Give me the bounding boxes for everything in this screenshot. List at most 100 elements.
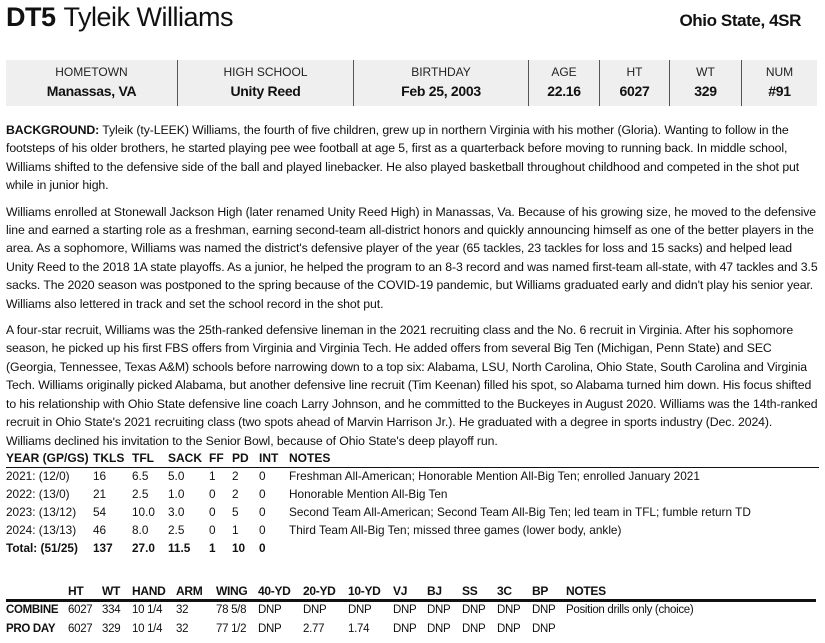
stat-cell: 0 [259, 523, 266, 537]
info-value: Manassas, VA [46, 83, 137, 99]
column-header: BJ [427, 583, 442, 598]
measurement-row: COMBINE 6027 334 10 1/4 32 78 5/8 DNP DNP DNP DNP… [6, 600, 816, 619]
stat-cell: 21 [93, 487, 107, 501]
season-row: 2021: (12/0) 16 6.5 5.0 1 2 0 Freshman All-Amer… [6, 467, 819, 485]
measurement-cell [566, 619, 816, 638]
school-class: Ohio State, 4SR [679, 11, 801, 30]
info-height: HT 6027 [600, 60, 670, 106]
column-header: NOTES [289, 451, 331, 466]
stat-cell: 2 [232, 487, 239, 501]
measurement-cell: DNP [427, 622, 451, 635]
column-header: TKLS [93, 451, 125, 466]
stat-cell: 54 [93, 505, 107, 519]
measurement-cell: DNP [427, 604, 451, 617]
stat-cell: 5 [232, 505, 239, 519]
column-header: TFL [132, 451, 154, 466]
total-cell: 1 [209, 541, 216, 555]
row-label: PRO DAY [6, 622, 56, 635]
total-cell: 10 [232, 541, 246, 555]
measurement-cell: 78 5/8 [216, 604, 247, 617]
info-high-school: HIGH SCHOOL Unity Reed [178, 60, 354, 106]
info-label: HT [626, 65, 643, 79]
stat-cell: 2.5 [168, 523, 185, 537]
info-label: HIGH SCHOOL [223, 65, 308, 79]
total-cell: 11.5 [168, 541, 191, 555]
measurement-cell: 2.77 [303, 622, 325, 635]
info-value: Unity Reed [230, 83, 301, 99]
measurement-cell: 32 [176, 604, 189, 617]
season-row: 2022: (13/0) 21 2.5 1.0 0 2 0 Honorable Mention… [6, 485, 819, 503]
stat-cell: 46 [93, 523, 107, 537]
measurement-cell: DNP [497, 622, 521, 635]
column-header: SACK [168, 451, 203, 466]
info-label: BIRTHDAY [411, 65, 471, 79]
measurement-cell: 6027 [68, 604, 93, 617]
stat-cell: Freshman All-American; Honorable Mention… [289, 469, 700, 484]
measurement-cell: 10 1/4 [132, 604, 163, 617]
measurement-cell: 77 1/2 [216, 622, 247, 635]
measurement-cell: DNP [258, 604, 282, 617]
column-header: WING [216, 583, 248, 598]
stat-cell: 0 [259, 487, 266, 501]
total-cell: 137 [93, 541, 113, 555]
info-value: Feb 25, 2003 [401, 83, 481, 99]
stat-cell: Honorable Mention All-Big Ten [289, 487, 448, 501]
column-header: PD [232, 451, 249, 466]
column-header: ARM [176, 583, 203, 598]
measurement-cell: DNP [393, 604, 417, 617]
measurement-cell: DNP [497, 604, 521, 617]
total-cell [289, 539, 819, 557]
player-title: DT5 Tyleik Williams [6, 2, 234, 33]
measurement-cell: 32 [176, 622, 189, 635]
measurement-cell: DNP [462, 604, 486, 617]
stat-cell: 1 [209, 469, 216, 484]
column-header: BP [532, 583, 549, 598]
column-header: NOTES [566, 583, 606, 598]
info-label: AGE [551, 65, 577, 79]
measurement-cell: DNP [348, 604, 372, 617]
measurement-cell: DNP [393, 622, 417, 635]
player-name: Tyleik Williams [63, 2, 234, 32]
measurement-cell: 334 [102, 604, 121, 617]
bio-paragraph: BACKGROUND: Tyleik (ty-LEEK) Williams, t… [6, 121, 818, 195]
column-header: YEAR (GP/GS) [6, 451, 89, 466]
measurement-row: PRO DAY 6027 329 10 1/4 32 77 1/2 DNP 2.77 1.74 D… [6, 619, 816, 638]
combine-table: HT WT HAND ARM WING 40-YD 20-YD 10-YD VJ BJ SS 3C BP… [6, 583, 816, 638]
total-cell: 27.0 [132, 541, 155, 555]
info-label: NUM [765, 65, 794, 79]
column-header: INT [259, 451, 279, 466]
info-value: #91 [768, 83, 791, 99]
stat-cell: 16 [93, 469, 107, 484]
measurement-cell: 329 [102, 622, 121, 635]
season-stats-table: YEAR (GP/GS) TKLS TFL SACK FF PD INT NOTES 2021… [6, 450, 819, 557]
column-header: SS [462, 583, 478, 598]
stat-cell: 8.0 [132, 523, 149, 537]
measurement-cell: DNP [462, 622, 486, 635]
stat-cell: 0 [209, 505, 216, 519]
background-bio: BACKGROUND: Tyleik (ty-LEEK) Williams, t… [6, 121, 818, 458]
stat-cell: 2022: (13/0) [6, 487, 70, 501]
measurement-cell: DNP [532, 622, 556, 635]
stat-cell: 0 [209, 487, 216, 501]
info-age: AGE 22.16 [529, 60, 600, 106]
measurement-cell: 6027 [68, 622, 93, 635]
bio-lead: BACKGROUND: [6, 123, 100, 137]
bio-paragraph: Williams enrolled at Stonewall Jackson H… [6, 204, 818, 311]
stat-cell: 5.0 [168, 469, 185, 484]
measurement-cell: DNP [258, 622, 282, 635]
stat-cell: 2.5 [132, 487, 149, 501]
measurement-cell: 10 1/4 [132, 622, 163, 635]
season-row: 2024: (13/13) 46 8.0 2.5 0 1 0 Third Team All-B… [6, 521, 819, 539]
info-label: WT [696, 65, 715, 79]
stat-cell: 2024: (13/13) [6, 523, 77, 537]
season-row: 2023: (13/12) 54 10.0 3.0 0 5 0 Second Team All… [6, 503, 819, 521]
stat-cell: Second Team All-American; Second Team Al… [289, 505, 751, 519]
measurement-cell: 1.74 [348, 622, 370, 635]
info-value: 22.16 [547, 83, 581, 99]
column-header: 20-YD [303, 583, 336, 598]
info-value: 6027 [619, 83, 650, 99]
total-cell: Total: (51/25) [6, 541, 78, 555]
stat-cell: 6.5 [132, 469, 149, 484]
measurement-cell: DNP [532, 604, 556, 617]
info-weight: WT 329 [670, 60, 742, 106]
